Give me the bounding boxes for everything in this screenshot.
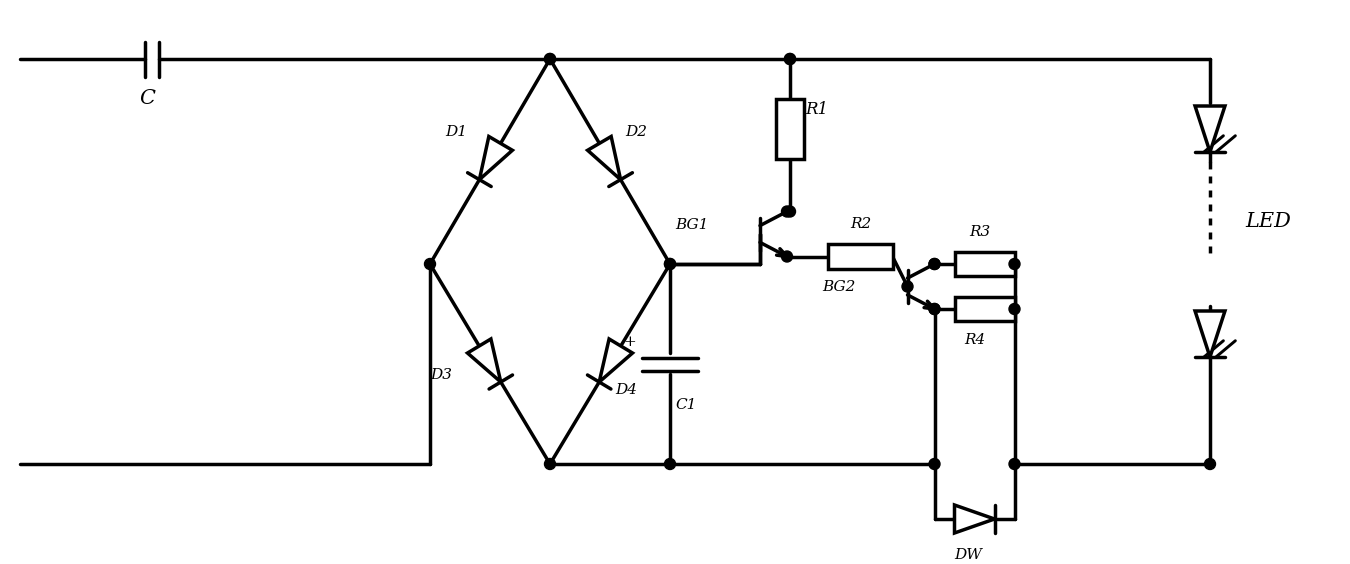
Circle shape xyxy=(424,258,436,270)
Text: C1: C1 xyxy=(675,398,697,412)
Circle shape xyxy=(1008,258,1021,270)
Text: BG2: BG2 xyxy=(822,280,856,294)
Text: LED: LED xyxy=(1245,212,1291,231)
Circle shape xyxy=(1008,459,1021,469)
Text: C: C xyxy=(139,89,155,108)
Polygon shape xyxy=(599,339,633,382)
Polygon shape xyxy=(467,339,501,382)
Polygon shape xyxy=(954,505,995,533)
Circle shape xyxy=(664,258,675,270)
Text: R2: R2 xyxy=(850,218,871,231)
Circle shape xyxy=(544,54,555,64)
Text: BG1: BG1 xyxy=(675,218,709,232)
Bar xyxy=(776,99,805,159)
Circle shape xyxy=(544,54,555,64)
Text: R4: R4 xyxy=(964,333,986,347)
Polygon shape xyxy=(1195,106,1224,152)
Circle shape xyxy=(784,54,795,64)
Bar xyxy=(954,297,1014,321)
Circle shape xyxy=(784,206,795,217)
Circle shape xyxy=(544,459,555,469)
Circle shape xyxy=(1204,459,1215,469)
Circle shape xyxy=(929,303,940,315)
Circle shape xyxy=(902,281,913,292)
Bar xyxy=(954,252,1014,276)
Circle shape xyxy=(929,258,940,270)
Circle shape xyxy=(784,54,795,64)
Polygon shape xyxy=(587,136,621,179)
Polygon shape xyxy=(479,136,513,179)
Circle shape xyxy=(929,459,940,469)
Polygon shape xyxy=(1195,311,1224,357)
Circle shape xyxy=(664,459,675,469)
Circle shape xyxy=(782,251,792,262)
Text: R1: R1 xyxy=(805,101,828,118)
Bar xyxy=(828,244,892,269)
Text: +: + xyxy=(624,335,636,349)
Circle shape xyxy=(1008,303,1021,315)
Circle shape xyxy=(664,258,675,270)
Circle shape xyxy=(929,303,940,315)
Text: D4: D4 xyxy=(616,383,637,397)
Text: D2: D2 xyxy=(625,126,647,139)
Circle shape xyxy=(929,258,940,270)
Text: D1: D1 xyxy=(446,126,467,139)
Text: D3: D3 xyxy=(431,368,452,382)
Text: DW: DW xyxy=(954,548,983,562)
Circle shape xyxy=(782,206,792,217)
Text: R3: R3 xyxy=(969,225,991,239)
